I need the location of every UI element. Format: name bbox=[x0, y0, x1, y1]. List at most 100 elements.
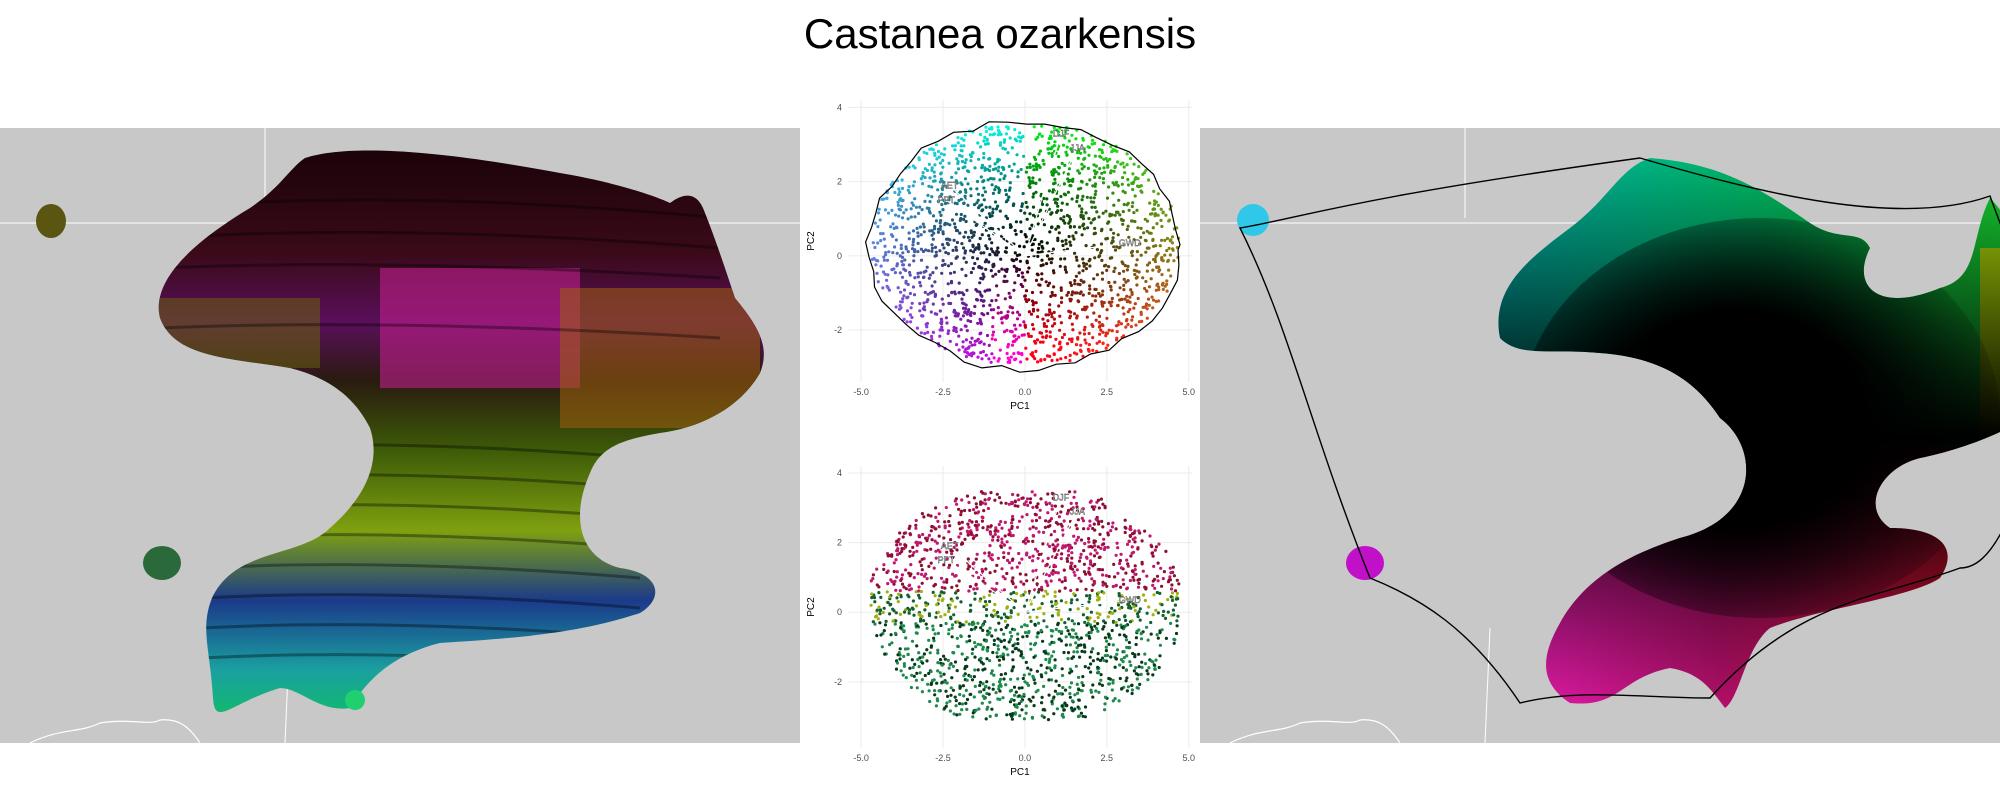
data-point bbox=[1088, 594, 1092, 598]
data-point bbox=[947, 161, 951, 165]
data-point bbox=[886, 211, 891, 215]
x-tick-label: 2.5 bbox=[1101, 387, 1114, 397]
data-point bbox=[1095, 627, 1099, 631]
data-point bbox=[1049, 668, 1053, 672]
data-point bbox=[995, 253, 999, 257]
data-point bbox=[940, 325, 944, 329]
data-point bbox=[1008, 689, 1012, 693]
data-point bbox=[1060, 161, 1064, 165]
river-border bbox=[1229, 719, 1401, 743]
data-point bbox=[876, 617, 880, 621]
data-point bbox=[962, 694, 966, 698]
data-point bbox=[1064, 643, 1068, 647]
data-point bbox=[1014, 357, 1018, 361]
data-point bbox=[1060, 504, 1064, 508]
data-point bbox=[1031, 309, 1036, 313]
data-point bbox=[888, 643, 892, 647]
data-point bbox=[1046, 492, 1050, 496]
data-point bbox=[1060, 667, 1064, 671]
data-point bbox=[1006, 345, 1010, 349]
data-point bbox=[1039, 663, 1043, 667]
data-point bbox=[931, 330, 935, 334]
loading-vector bbox=[949, 184, 1026, 257]
data-point bbox=[975, 552, 979, 556]
data-point bbox=[1091, 647, 1095, 651]
data-point bbox=[1085, 594, 1089, 598]
data-point bbox=[954, 699, 958, 703]
data-point bbox=[1074, 664, 1078, 668]
data-point bbox=[1026, 332, 1030, 336]
data-point bbox=[983, 620, 987, 624]
data-point bbox=[1091, 218, 1095, 222]
data-point bbox=[1076, 518, 1080, 522]
data-point bbox=[910, 658, 914, 662]
data-point bbox=[999, 310, 1003, 315]
loading-vector bbox=[1024, 497, 1062, 613]
data-point bbox=[1004, 246, 1008, 250]
data-point bbox=[1005, 713, 1009, 717]
data-point bbox=[1016, 351, 1020, 355]
data-point bbox=[1037, 242, 1041, 246]
data-point bbox=[959, 197, 963, 201]
data-point bbox=[886, 582, 890, 586]
data-point bbox=[1034, 526, 1038, 530]
data-point bbox=[947, 632, 951, 636]
data-point bbox=[1072, 495, 1076, 499]
data-point bbox=[977, 707, 981, 711]
data-point bbox=[984, 267, 988, 271]
data-point bbox=[1040, 695, 1044, 699]
data-point bbox=[911, 545, 915, 549]
data-point bbox=[1132, 306, 1136, 310]
data-point bbox=[1028, 179, 1032, 183]
data-point bbox=[1126, 603, 1130, 607]
data-point bbox=[940, 187, 945, 192]
data-point bbox=[1135, 269, 1139, 273]
data-point bbox=[1039, 208, 1043, 212]
data-point bbox=[993, 602, 997, 607]
data-point bbox=[934, 266, 938, 270]
data-point bbox=[946, 658, 950, 662]
data-point bbox=[1034, 568, 1038, 572]
data-point bbox=[1097, 690, 1101, 694]
data-point bbox=[1101, 289, 1105, 293]
data-point bbox=[1049, 147, 1053, 151]
data-point bbox=[917, 156, 921, 160]
data-point bbox=[1031, 180, 1035, 184]
data-point bbox=[1113, 266, 1117, 270]
data-point bbox=[1151, 613, 1155, 617]
data-point bbox=[1007, 551, 1011, 555]
data-point bbox=[974, 557, 978, 561]
data-point bbox=[1154, 200, 1158, 204]
data-point bbox=[1075, 682, 1079, 686]
data-point bbox=[886, 569, 890, 573]
data-point bbox=[951, 555, 955, 560]
data-point bbox=[1005, 125, 1009, 129]
data-point bbox=[965, 697, 970, 702]
data-point bbox=[1170, 235, 1175, 239]
data-point bbox=[936, 661, 940, 665]
data-point bbox=[994, 691, 998, 695]
data-point bbox=[973, 591, 977, 595]
data-point bbox=[1060, 673, 1065, 678]
data-point bbox=[939, 177, 943, 181]
data-point bbox=[1045, 254, 1050, 258]
data-point bbox=[885, 258, 890, 262]
data-point bbox=[1125, 268, 1129, 272]
data-point bbox=[1048, 330, 1052, 334]
data-point bbox=[1123, 191, 1127, 195]
data-point bbox=[1016, 677, 1020, 681]
data-point bbox=[1169, 571, 1173, 575]
data-point bbox=[904, 247, 908, 251]
data-point bbox=[1073, 541, 1077, 545]
data-point bbox=[1078, 556, 1082, 560]
data-point bbox=[1052, 317, 1056, 321]
data-point bbox=[1095, 273, 1099, 277]
data-point bbox=[1096, 652, 1100, 656]
data-point bbox=[1032, 704, 1036, 708]
data-point bbox=[1131, 537, 1135, 541]
data-point bbox=[966, 182, 970, 186]
data-point bbox=[1014, 257, 1019, 261]
data-point bbox=[1017, 519, 1022, 523]
data-point bbox=[930, 246, 934, 250]
data-point bbox=[972, 587, 976, 591]
